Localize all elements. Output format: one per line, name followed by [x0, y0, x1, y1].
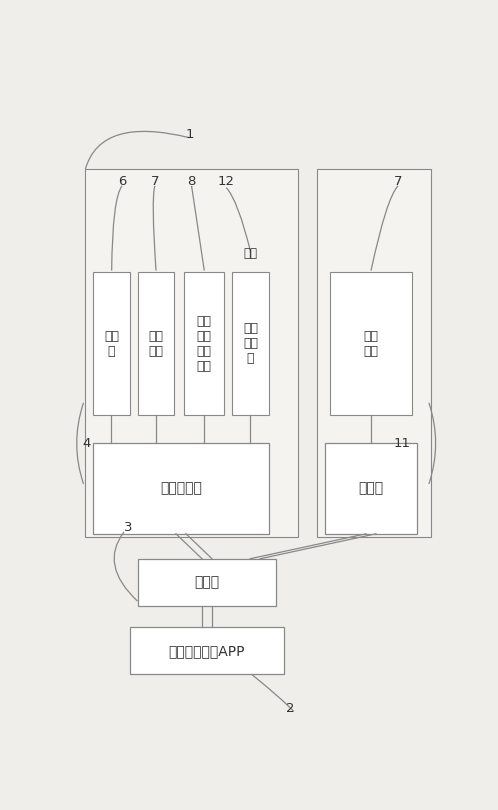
Text: 定位
器: 定位 器 [104, 330, 119, 357]
Bar [137, 559, 276, 606]
Bar [93, 443, 269, 534]
Text: 7: 7 [394, 175, 402, 188]
Text: 6: 6 [118, 175, 126, 188]
Text: 11: 11 [393, 437, 410, 450]
Bar [232, 272, 269, 416]
Text: 停船桩: 停船桩 [359, 482, 383, 496]
Bar [317, 169, 431, 537]
Bar [93, 272, 130, 416]
Text: 通信
装置: 通信 装置 [364, 330, 378, 357]
Text: 云平台: 云平台 [194, 575, 220, 589]
Bar [130, 627, 284, 674]
Text: 2: 2 [286, 702, 294, 715]
Text: 3: 3 [124, 521, 132, 534]
Text: 通信
装置: 通信 装置 [148, 330, 163, 357]
Text: 1: 1 [185, 128, 194, 141]
Text: 舱尺
智能
锁: 舱尺 智能 锁 [243, 322, 258, 365]
Text: 8: 8 [187, 175, 196, 188]
Text: 授权
开锁
识别
模块: 授权 开锁 识别 模块 [197, 314, 212, 373]
Text: 4: 4 [82, 437, 91, 450]
Text: 智能控制器: 智能控制器 [160, 482, 202, 496]
Bar [325, 443, 417, 534]
Text: 用户手机专用APP: 用户手机专用APP [169, 644, 245, 658]
Text: 舱尺: 舱尺 [244, 246, 257, 260]
Text: 7: 7 [150, 175, 159, 188]
Bar [137, 272, 174, 416]
Bar [184, 272, 225, 416]
Bar [86, 169, 298, 537]
Bar [331, 272, 411, 416]
Text: 12: 12 [218, 175, 235, 188]
